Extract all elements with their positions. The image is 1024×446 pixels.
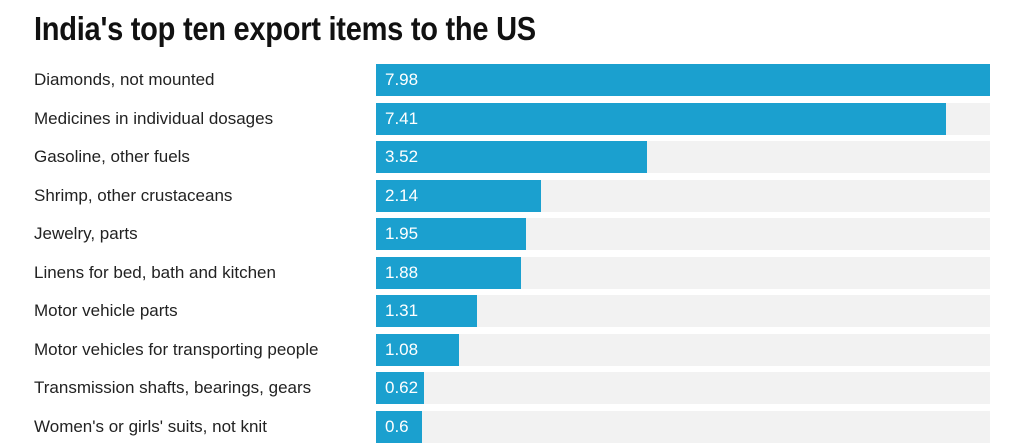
data-label: 1.08 [385,339,419,359]
category-label: Gasoline, other fuels [34,147,190,166]
data-label: 7.41 [385,108,419,128]
data-label: 3.52 [385,147,419,166]
data-label: 1.31 [385,301,419,320]
data-label: 0.62 [385,378,419,397]
data-label: 1.88 [385,262,419,282]
bar [376,295,477,327]
bar [376,64,990,96]
bar [376,179,541,212]
bar-track: 1.31 [376,295,990,327]
data-label: 7.98 [385,70,419,89]
bar-track: 2.14 [376,179,990,212]
bar-row: Motor vehicle parts 1.31 [0,295,1024,327]
bar-row: Women's or girls' suits, not knit 0.6 [0,410,1024,443]
bar [376,372,424,404]
bar-row: Jewelry, parts 1.95 [0,218,1024,250]
bar [376,218,526,250]
category-label: Medicines in individual dosages [34,108,274,128]
bar-track: 7.41 [376,102,990,135]
bar-track: 0.6 [376,410,990,443]
bar [376,102,946,135]
bar-row: Shrimp, other crustaceans 2.14 [0,179,1024,212]
bar-track: 3.52 [376,141,990,173]
bar [376,333,459,366]
category-label: Transmission shafts, bearings, gears [34,378,312,397]
category-label: Jewelry, parts [34,224,138,243]
bar-track: 1.08 [376,333,990,366]
chart-title: India's top ten export items to the US [34,10,536,47]
bar-track: 1.95 [376,218,990,250]
data-label: 1.95 [385,224,419,243]
category-label: Motor vehicle parts [34,301,178,320]
bar-row: Linens for bed, bath and kitchen 1.88 [0,256,1024,289]
bar-row: Medicines in individual dosages 7.41 [0,102,1024,135]
category-label: Linens for bed, bath and kitchen [34,262,276,282]
bar [376,410,422,443]
bar-row: Transmission shafts, bearings, gears 0.62 [0,372,1024,404]
bar [376,256,521,289]
data-label: 2.14 [385,185,419,205]
bar-track: 0.62 [376,372,990,404]
bar [376,141,647,173]
data-label: 0.6 [385,416,409,436]
bar-track: 1.88 [376,256,990,289]
bar-row: Gasoline, other fuels 3.52 [0,141,1024,173]
bar-track: 7.98 [376,64,990,96]
bar-row: Motor vehicles for transporting people 1.… [0,333,1024,366]
category-label: Motor vehicles for transporting people [34,339,319,359]
bar-row: Diamonds, not mounted 7.98 [0,64,1024,96]
category-label: Diamonds, not mounted [34,70,215,89]
category-label: Women's or girls' suits, not knit [34,416,267,436]
category-label: Shrimp, other crustaceans [34,185,233,205]
